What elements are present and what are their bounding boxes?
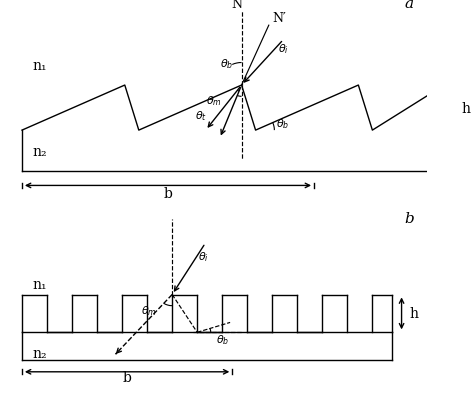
Text: N: N [231, 0, 242, 11]
Text: h: h [409, 307, 418, 321]
Text: n₁: n₁ [32, 277, 47, 292]
Text: $\theta_m$: $\theta_m$ [206, 94, 222, 108]
Text: b: b [404, 212, 414, 226]
Text: n₂: n₂ [32, 144, 47, 158]
Text: $\theta_i$: $\theta_i$ [198, 250, 209, 263]
Text: $\theta_b$: $\theta_b$ [216, 333, 229, 346]
Text: $\theta_t$: $\theta_t$ [195, 109, 207, 123]
Text: $\theta_m$: $\theta_m$ [141, 304, 157, 318]
Text: h: h [461, 101, 470, 115]
Text: $\theta_i$: $\theta_i$ [278, 42, 289, 55]
Text: n₂: n₂ [32, 346, 47, 360]
Text: b: b [123, 371, 132, 385]
Text: a: a [405, 0, 414, 11]
Text: $\theta_b$: $\theta_b$ [220, 57, 233, 71]
Text: $\theta_b$: $\theta_b$ [276, 117, 290, 130]
Text: n₁: n₁ [32, 59, 47, 72]
Text: b: b [164, 186, 173, 200]
Text: N′: N′ [272, 12, 286, 25]
